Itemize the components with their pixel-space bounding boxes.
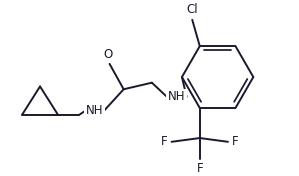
Text: NH: NH (86, 104, 103, 117)
Text: NH: NH (167, 90, 185, 103)
Text: O: O (103, 48, 112, 61)
Text: F: F (196, 162, 203, 175)
Text: F: F (232, 135, 238, 148)
Text: F: F (161, 135, 168, 148)
Text: Cl: Cl (187, 3, 198, 16)
